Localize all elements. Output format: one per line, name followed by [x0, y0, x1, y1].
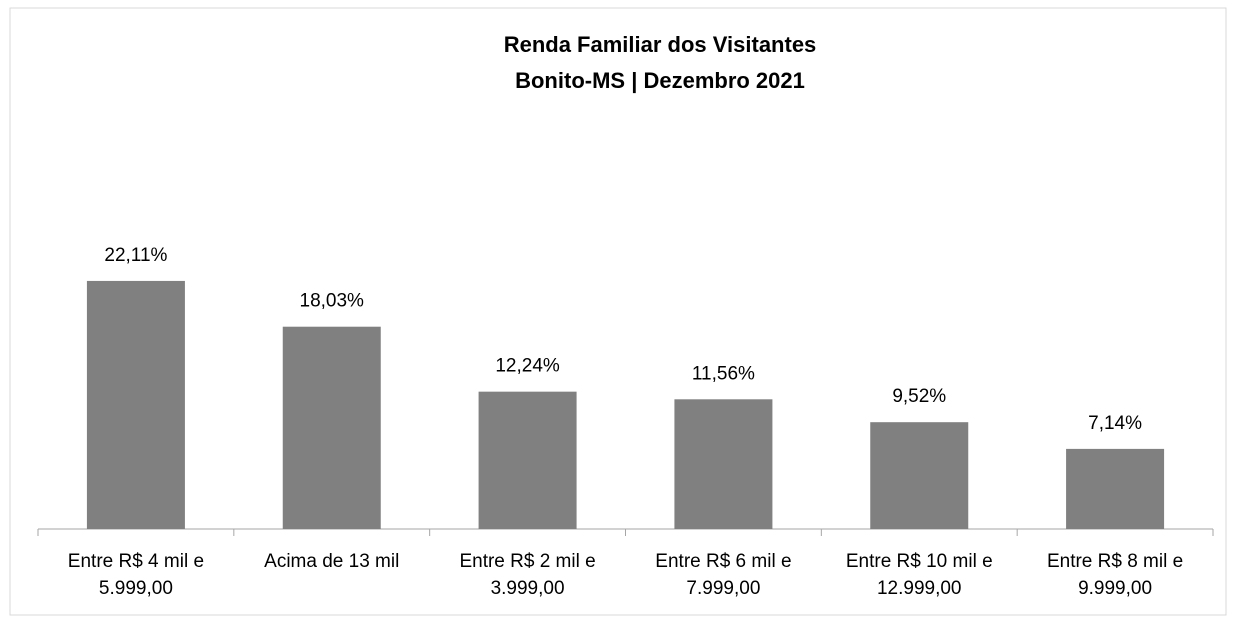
bar	[478, 391, 577, 529]
bar	[870, 422, 969, 529]
x-tick-label: Entre R$ 2 mil e 3.999,00	[459, 551, 596, 599]
bar	[86, 280, 185, 529]
data-label: 18,03%	[300, 291, 365, 312]
x-tick-label: Acima de 13 mil	[264, 551, 400, 572]
data-label: 12,24%	[495, 356, 560, 377]
x-tick-label: Entre R$ 6 mil e 7.999,00	[655, 551, 792, 599]
chart-frame	[9, 7, 1227, 616]
bar	[674, 399, 773, 529]
chart-title: Renda Familiar dos Visitantes	[504, 32, 817, 57]
x-tick-label: Entre R$ 8 mil e 9.999,00	[1046, 551, 1184, 599]
data-label: 11,56%	[692, 363, 755, 384]
chart-subtitle: Bonito-MS | Dezembro 2021	[515, 68, 805, 93]
bar	[1066, 448, 1165, 529]
data-label: 9,52%	[892, 386, 946, 407]
data-label: 7,14%	[1088, 413, 1142, 434]
x-tick-label: Entre R$ 10 mil e 12.999,00	[845, 551, 993, 599]
data-label: 22,11%	[104, 245, 167, 266]
x-tick-label: Entre R$ 4 mil e 5.999,00	[67, 551, 205, 599]
bar	[282, 326, 381, 529]
